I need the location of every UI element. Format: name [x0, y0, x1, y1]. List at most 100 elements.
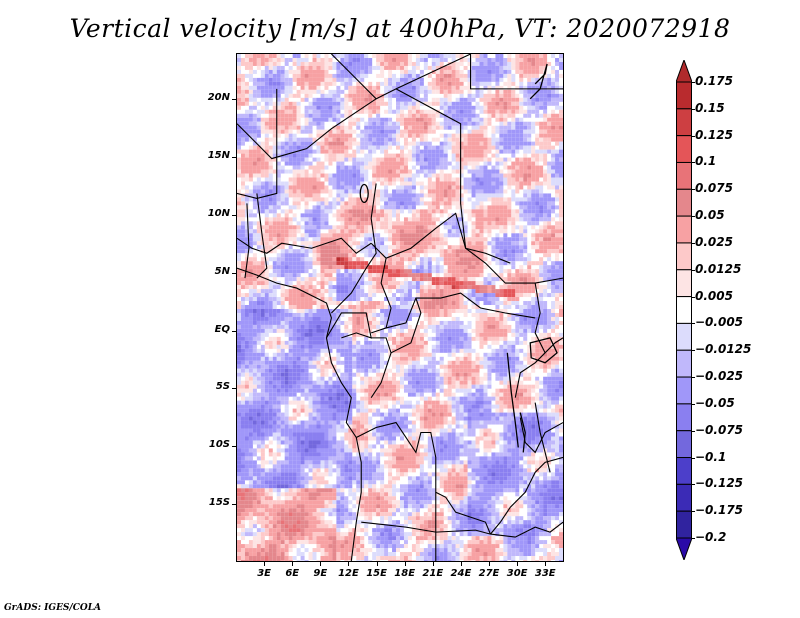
colorbar [676, 60, 692, 560]
y-tick-mark [232, 214, 236, 216]
boundary-tanzania [519, 417, 563, 454]
boundary-benin-nigeria [256, 193, 268, 279]
x-tick-label: 24E [450, 568, 472, 579]
colorbar-tick [692, 82, 695, 83]
boundary-chad-libya [395, 88, 467, 249]
y-tick-mark [232, 157, 236, 159]
colorbar-tick [692, 269, 695, 271]
colorbar-bin [676, 161, 692, 190]
colorbar-max-arrow [676, 60, 692, 83]
colorbar-bin [676, 269, 692, 298]
colorbar-label: 0.175 [695, 74, 733, 88]
x-tick-label: 12E [338, 568, 359, 579]
y-tick-label: 10N [207, 207, 230, 219]
map-plot-area [236, 53, 564, 562]
lake-malawi [519, 412, 526, 453]
colorbar-bin [676, 108, 692, 137]
boundary-togo [244, 203, 250, 279]
colorbar-bin [676, 457, 692, 485]
nile-delta [529, 63, 548, 100]
boundary-east-africa [514, 337, 563, 398]
boundary-niger-chad [375, 54, 471, 100]
vertical-velocity-field [237, 54, 563, 561]
colorbar-bin [676, 403, 692, 432]
x-tick-mark [404, 562, 406, 566]
colorbar-bin [676, 322, 692, 351]
shaded-field [237, 54, 563, 561]
colorbar-tick [692, 296, 695, 298]
colorbar-label: −0.125 [695, 476, 744, 491]
x-tick-label: 18E [394, 568, 416, 579]
boundary-chad-car [370, 212, 511, 264]
colorbar-tick [692, 162, 695, 164]
x-tick-mark [517, 562, 519, 566]
boundary-cameroon-car [371, 258, 392, 334]
boundary-angola-namibia [361, 521, 491, 535]
colorbar-tick [692, 403, 695, 405]
lake-victoria [529, 337, 558, 364]
colorbar-tick [692, 216, 695, 218]
x-tick-label: 33E [534, 568, 556, 579]
x-tick-mark [376, 562, 378, 566]
colorbar-label: −0.2 [695, 530, 727, 544]
colorbar-label: 0.05 [695, 208, 725, 223]
x-tick-mark [460, 562, 462, 566]
colorbar-bin [676, 81, 692, 110]
colorbar-label: −0.0125 [695, 342, 752, 357]
y-tick-label: 10S [208, 439, 230, 451]
colorbar-bin [676, 376, 692, 405]
colorbar-tick [692, 135, 695, 137]
y-tick-mark [232, 388, 236, 390]
y-tick-label: 20N [207, 92, 230, 104]
boundary-zambia [490, 456, 563, 535]
colorbar-tick [692, 350, 695, 352]
boundary-drc-north [390, 297, 422, 354]
x-tick-label: 9E [313, 568, 328, 579]
x-tick-label: 3E [257, 568, 271, 579]
colorbar-label: 0.1 [695, 154, 717, 169]
boundary-gabon [325, 312, 372, 339]
colorbar-bin [676, 349, 692, 378]
grads-credit: GrADS: IGES/COLA [4, 603, 102, 613]
lake-tanganyika [506, 352, 519, 448]
colorbar-bin [676, 242, 692, 271]
colorbar-min-arrow [676, 537, 692, 560]
x-tick-mark [264, 562, 266, 566]
colorbar-tick [692, 457, 695, 459]
colorbar-bin [676, 135, 692, 163]
colorbar-label: −0.1 [695, 449, 727, 464]
x-tick-mark [432, 562, 434, 566]
colorbar-label: 0.075 [695, 181, 733, 196]
y-tick-label: 15N [207, 150, 230, 162]
lakes [359, 63, 558, 453]
x-tick-mark [489, 562, 491, 566]
y-tick-label: 5N [214, 265, 230, 277]
colorbar-label: 0.0125 [695, 261, 742, 276]
colorbar-label: 0.025 [695, 234, 733, 249]
lake-chad [359, 183, 369, 204]
colorbar-bin [676, 510, 692, 539]
colorbar-tick [692, 189, 695, 191]
y-tick-mark [232, 504, 236, 506]
boundary-uganda-kenya [534, 283, 546, 354]
colorbar-label: 0.005 [695, 288, 733, 303]
coast-gabon-congo-angola [325, 337, 362, 561]
x-tick-mark [320, 562, 322, 566]
colorbar-bin [676, 296, 692, 324]
colorbar-label: −0.175 [695, 503, 744, 518]
colorbar-label: 0.15 [695, 100, 725, 115]
colorbar-label: 0.125 [695, 127, 733, 142]
colorbar-tick [692, 430, 695, 432]
colorbar-label: −0.05 [695, 395, 735, 410]
chart-title: Vertical velocity [m/s] at 400hPa, VT: 2… [69, 14, 731, 43]
colorbar-bin [676, 215, 692, 244]
y-tick-mark [232, 330, 236, 332]
boundary-sudan-southsudan [465, 247, 563, 284]
colorbar-bin [676, 188, 692, 217]
colorbar-label: −0.005 [695, 315, 744, 330]
colorbar-tick [692, 511, 695, 513]
boundary-malawi [534, 402, 551, 473]
colorbar-label: −0.025 [695, 369, 744, 384]
colorbar-bin [676, 483, 692, 512]
x-tick-mark [292, 562, 294, 566]
